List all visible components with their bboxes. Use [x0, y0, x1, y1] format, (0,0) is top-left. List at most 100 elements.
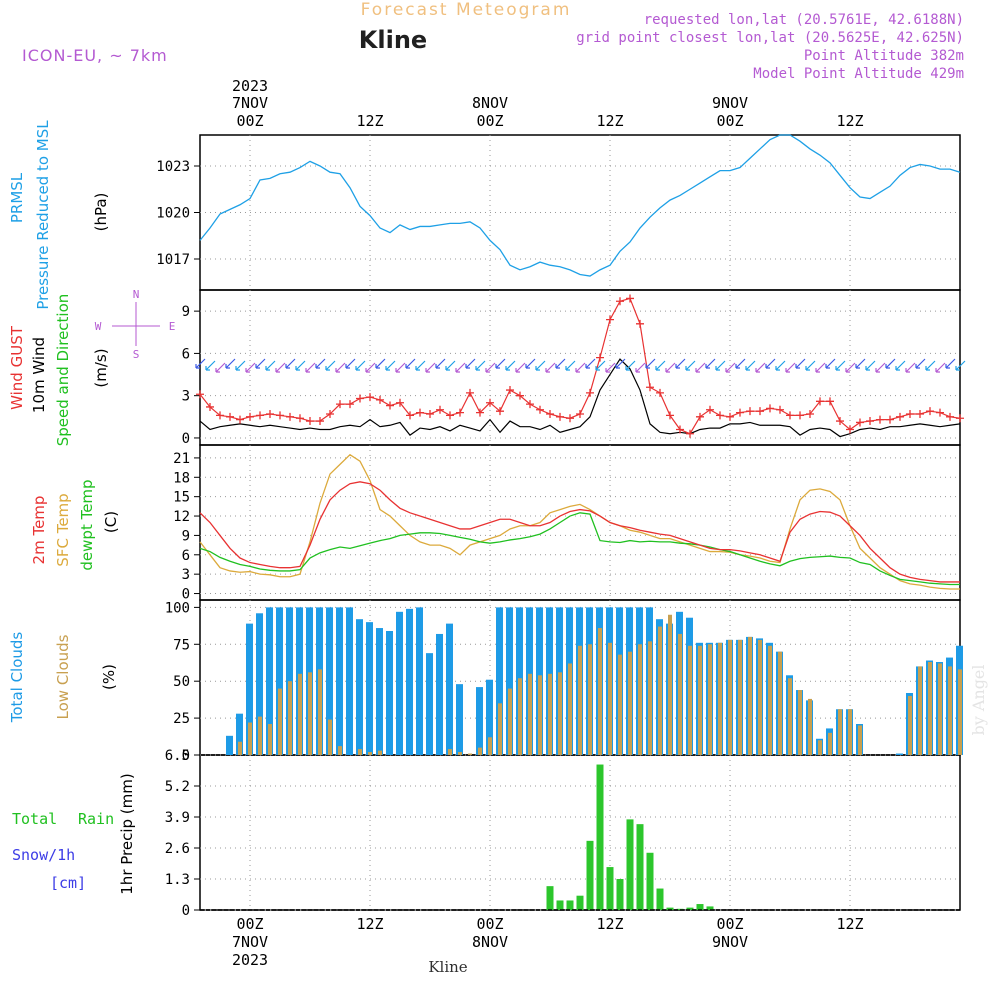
temp2m-label: 2m Temp	[30, 496, 48, 565]
total-cloud-bar	[486, 679, 493, 755]
low-cloud-bar	[288, 681, 292, 755]
gust-marker	[896, 412, 904, 421]
low-cloud-bar	[658, 626, 662, 755]
time-label-bottom: 12Z	[596, 915, 623, 933]
gust-marker	[316, 417, 324, 426]
total-cloud-bar	[506, 607, 513, 755]
rain-bar	[686, 907, 694, 910]
gust-marker	[236, 415, 244, 424]
low-cloud-bar	[628, 651, 632, 755]
total-cloud-bar	[476, 687, 483, 755]
wind-arrow	[915, 358, 926, 369]
rain-bar	[706, 906, 714, 910]
gust-marker	[256, 411, 264, 420]
total-cloud-bar	[396, 611, 403, 755]
total-cloud-bar	[276, 607, 283, 755]
gust-marker	[596, 353, 604, 362]
point-altitude: Point Altitude 382m	[804, 48, 964, 64]
gust-marker	[216, 411, 224, 420]
wind-arrow	[885, 358, 896, 369]
time-label-top: 7NOV	[232, 94, 268, 112]
gust-marker	[816, 397, 824, 406]
gust-marker	[926, 407, 934, 416]
time-label-bottom: 12Z	[836, 915, 863, 933]
low-cloud-bar	[538, 675, 542, 755]
gust-marker	[556, 412, 564, 421]
wind-arrow	[635, 362, 646, 373]
gust-marker	[426, 410, 434, 418]
rain-bar	[636, 824, 644, 910]
gust-marker	[606, 315, 614, 324]
temperature-labels: 2m Temp SFC Temp dewpt Temp (C)	[30, 479, 120, 570]
wind-arrow	[775, 360, 786, 371]
wind-arrow	[575, 362, 586, 373]
total-cloud-bar	[346, 607, 353, 755]
time-label-top: 12Z	[356, 112, 383, 130]
gust-marker	[936, 408, 944, 417]
requested-coords: requested lon,lat (20.5761E, 42.6188N)	[644, 12, 964, 28]
low-cloud-bar	[848, 709, 852, 755]
low-cloud-bar	[368, 752, 372, 755]
time-label-top: 12Z	[596, 112, 623, 130]
model-label: ICON-EU, ~ 7km	[22, 46, 168, 65]
gust-marker	[266, 410, 274, 418]
grid-point-coords: grid point closest lon,lat (20.5625E, 42…	[576, 30, 964, 46]
wind-arrow	[375, 358, 386, 369]
gust-marker	[196, 390, 204, 399]
compass-s: S	[133, 348, 140, 361]
wind-arrow	[835, 360, 846, 371]
low-cloud-bar	[358, 749, 362, 755]
gust-marker	[346, 400, 354, 409]
temperature-ytick-label: 21	[173, 451, 190, 467]
temperature-ytick-label: 15	[173, 490, 190, 506]
wind-arrow	[715, 360, 726, 371]
gust-marker	[916, 410, 924, 418]
dewpt-temp-label: dewpt Temp	[78, 479, 96, 570]
gust-marker	[886, 415, 894, 424]
wind-arrow	[585, 358, 596, 369]
gust-marker	[686, 429, 694, 438]
low-cloud-bar	[638, 644, 642, 755]
low-cloud-bar	[618, 654, 622, 755]
total-cloud-bar	[256, 613, 263, 755]
low-cloud-bar	[768, 645, 772, 755]
rain-bar	[586, 840, 594, 910]
gust-marker	[446, 411, 454, 420]
precip-grid: 0 1.3 2.6 3.9 5.2 6.5	[165, 748, 960, 919]
low-cloud-bar	[448, 749, 452, 755]
time-label-top: 2023	[232, 77, 268, 95]
low-cloud-bar	[458, 752, 462, 755]
gust-marker	[786, 411, 794, 420]
rain-bar	[616, 879, 624, 910]
low-cloud-bar	[378, 750, 382, 755]
time-label-bottom: 9NOV	[712, 933, 748, 951]
temp2m-line	[199, 481, 960, 583]
low-cloud-bar	[298, 673, 302, 755]
compass-n: N	[133, 288, 140, 301]
low-cloud-bar	[278, 688, 282, 755]
low-cloud-bar	[648, 641, 652, 755]
wind-labels: Wind GUST 10m Wind Speed and Direction (…	[8, 288, 175, 446]
wind-ytick-label: 0	[182, 431, 190, 447]
low-cloud-bar	[808, 698, 812, 755]
gust-marker	[826, 397, 834, 406]
wind-arrow	[785, 362, 796, 373]
temp-unit-label: (C)	[102, 511, 120, 533]
low-cloud-bar	[698, 645, 702, 755]
gust-marker	[706, 405, 714, 414]
compass-w: W	[95, 320, 102, 333]
total-cloud-bar	[326, 607, 333, 755]
wind-arrow	[815, 362, 826, 373]
low-cloud-bar	[308, 672, 312, 755]
total-cloud-bar	[336, 607, 343, 755]
wind-arrow	[495, 358, 506, 369]
wind-arrow	[595, 360, 606, 371]
total-clouds-label: Total Clouds	[8, 632, 26, 724]
low-cloud-bar	[518, 678, 522, 755]
total-cloud-bar	[416, 607, 423, 755]
total-cloud-bar	[236, 713, 243, 755]
wind-gust-label: Wind GUST	[8, 325, 26, 410]
gust-marker	[396, 398, 404, 407]
